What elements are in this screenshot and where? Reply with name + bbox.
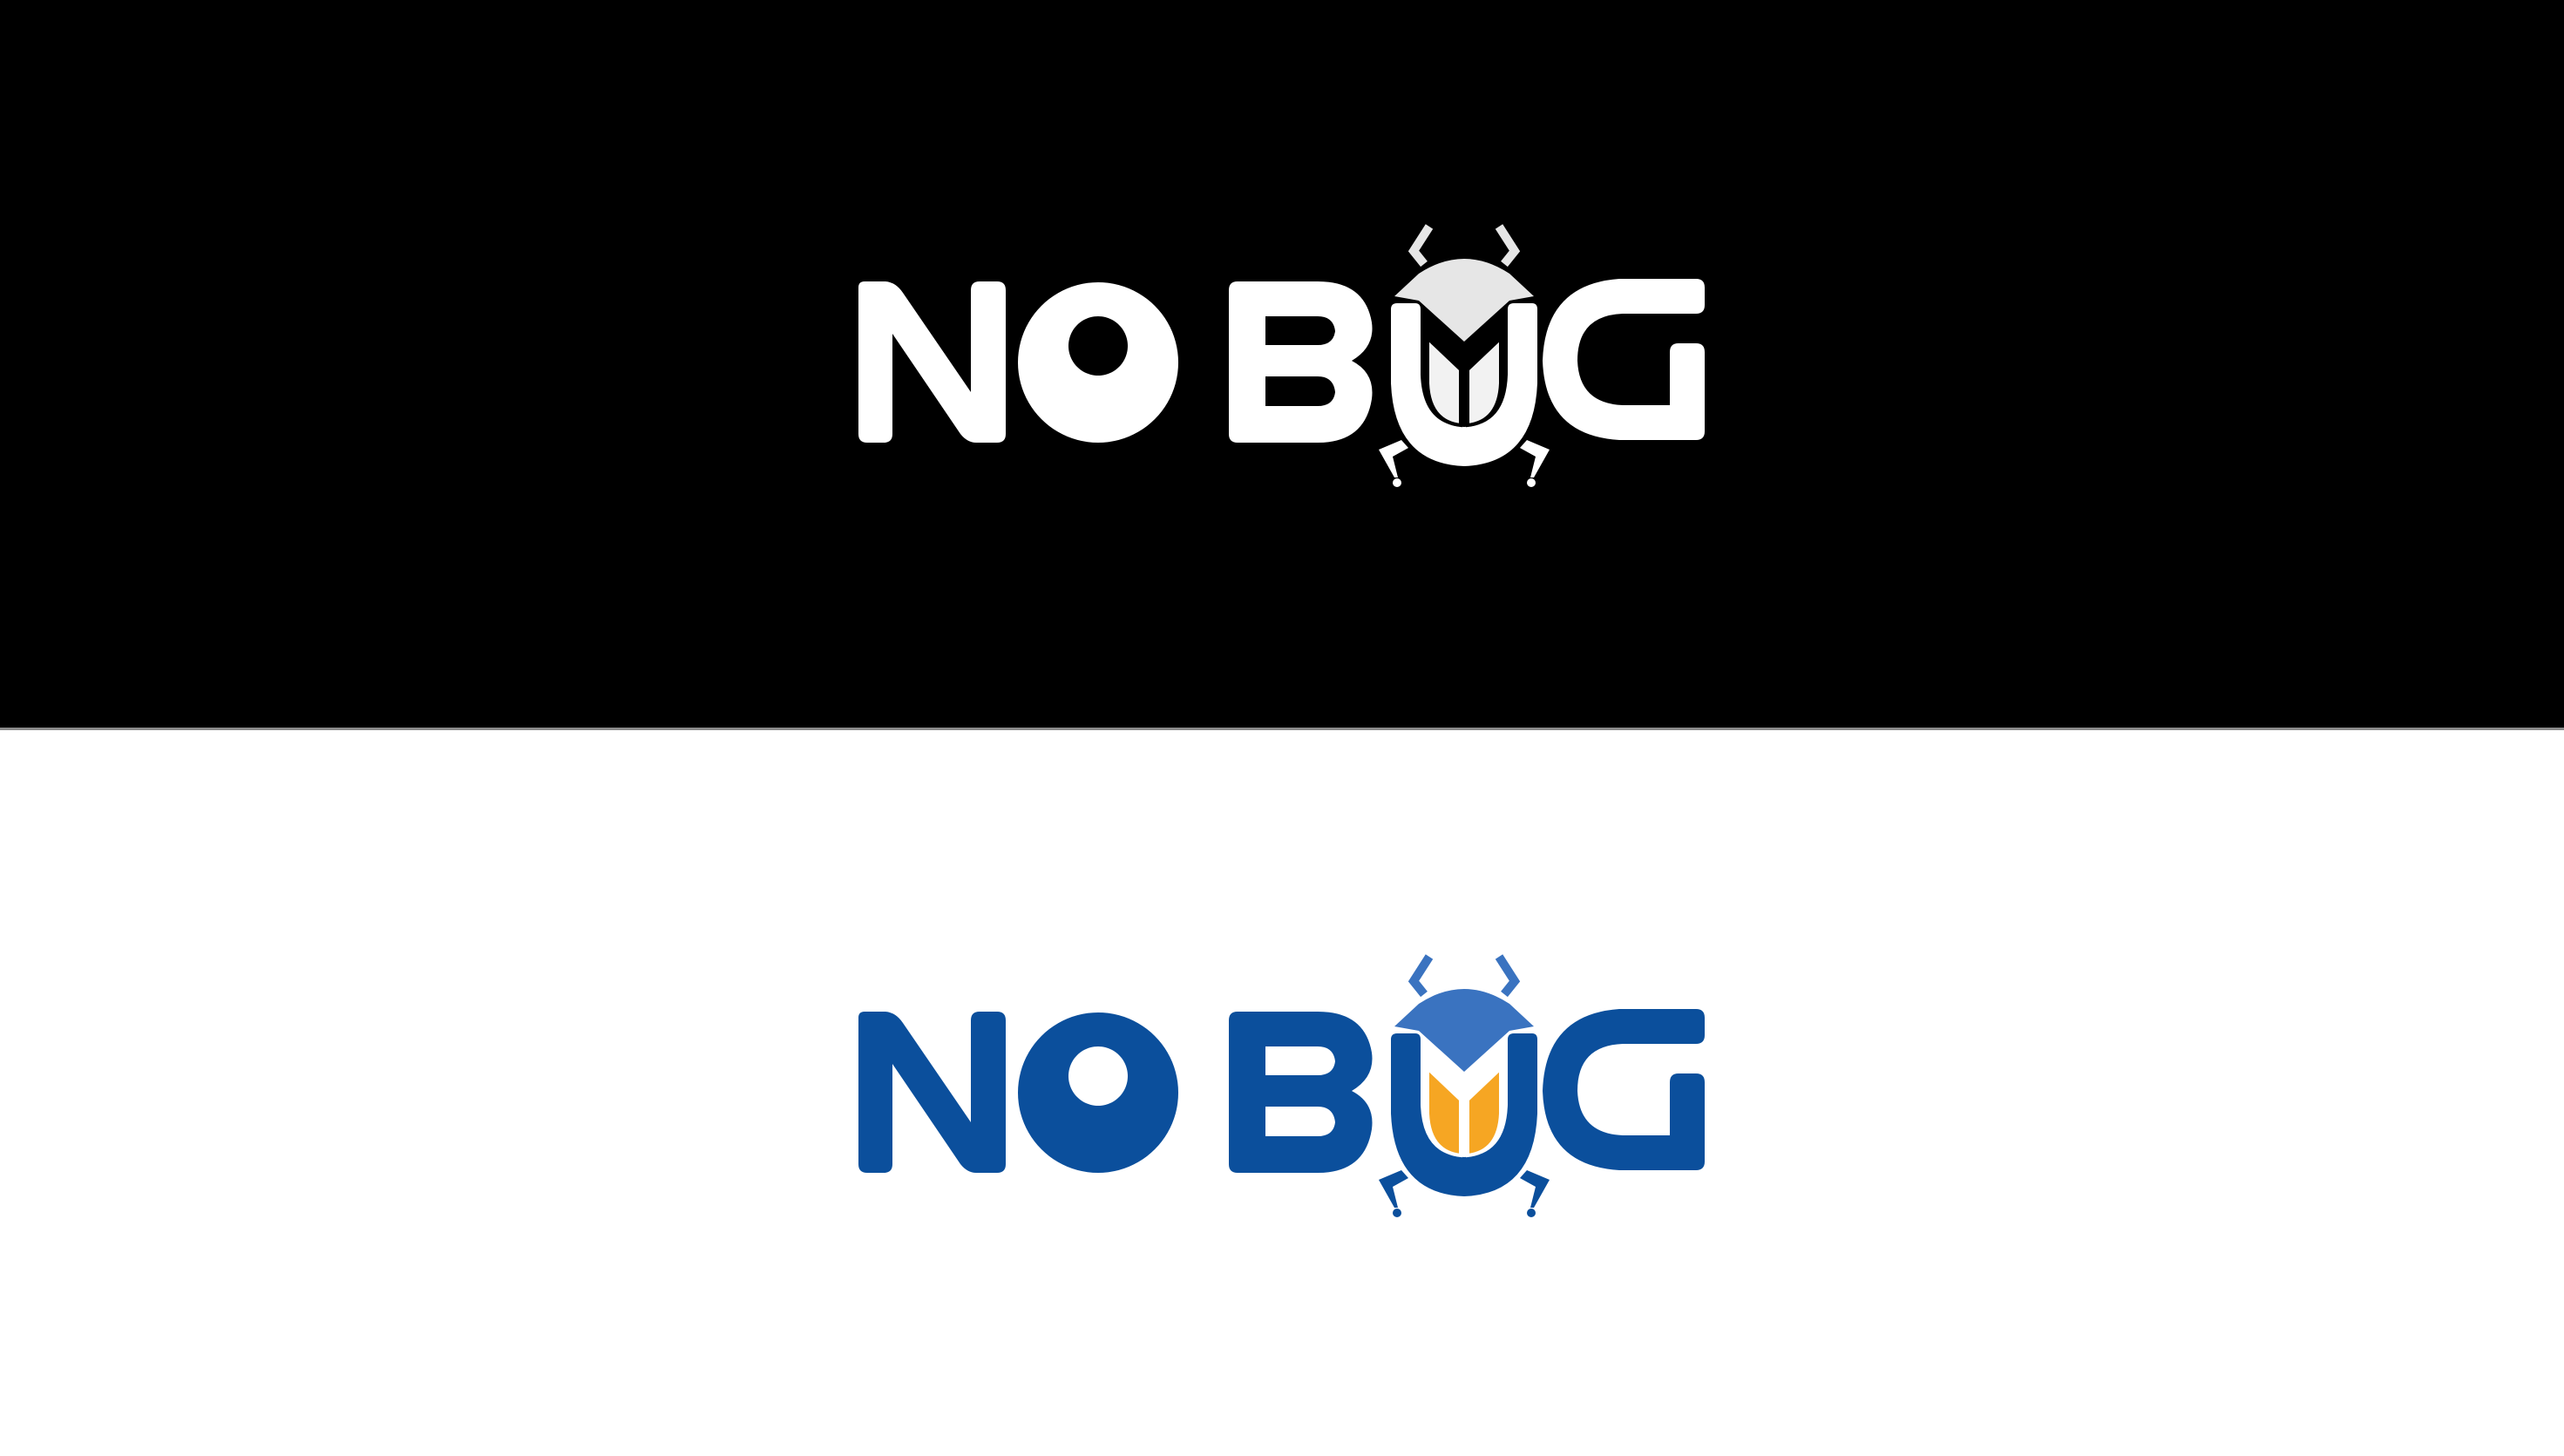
antenna-right-icon xyxy=(1495,954,1521,998)
bug-body-icon xyxy=(1391,303,1537,466)
letter-o xyxy=(1018,1012,1179,1173)
bug-head-icon xyxy=(1394,989,1534,1072)
letter-g xyxy=(1543,279,1705,440)
antenna-left-icon xyxy=(1407,954,1434,998)
bug-foot-left-icon xyxy=(1393,478,1401,487)
bug-wing-right-icon xyxy=(1466,334,1502,428)
bug-leg-left-icon xyxy=(1379,440,1408,477)
panel-divider xyxy=(0,728,2564,730)
bug-foot-right-icon xyxy=(1527,478,1536,487)
bug-body-icon xyxy=(1391,1033,1537,1196)
bug-leg-left-icon xyxy=(1379,1170,1408,1208)
bug-leg-right-icon xyxy=(1520,440,1550,477)
letter-n xyxy=(858,1012,1006,1173)
letter-b xyxy=(1229,1012,1373,1173)
bug-head-icon xyxy=(1394,259,1534,342)
antenna-left-icon xyxy=(1407,224,1434,267)
bug-foot-left-icon xyxy=(1393,1209,1401,1217)
nobug-logo-dark xyxy=(858,224,1705,487)
bug-foot-right-icon xyxy=(1527,1209,1536,1217)
letter-b xyxy=(1229,281,1373,443)
bug-wing-left-icon xyxy=(1426,1064,1462,1158)
letter-o xyxy=(1018,282,1179,443)
light-logo-panel xyxy=(0,730,2564,1456)
antenna-right-icon xyxy=(1495,224,1521,267)
bug-wing-right-icon xyxy=(1466,1064,1502,1158)
logo-group xyxy=(858,224,1705,487)
letter-g xyxy=(1543,1009,1705,1170)
bug-leg-right-icon xyxy=(1520,1170,1550,1208)
nobug-logo-light xyxy=(858,954,1705,1217)
dark-logo-panel xyxy=(0,0,2564,728)
bug-wing-left-icon xyxy=(1426,334,1462,428)
logo-group xyxy=(858,954,1705,1217)
letter-n xyxy=(858,281,1006,443)
